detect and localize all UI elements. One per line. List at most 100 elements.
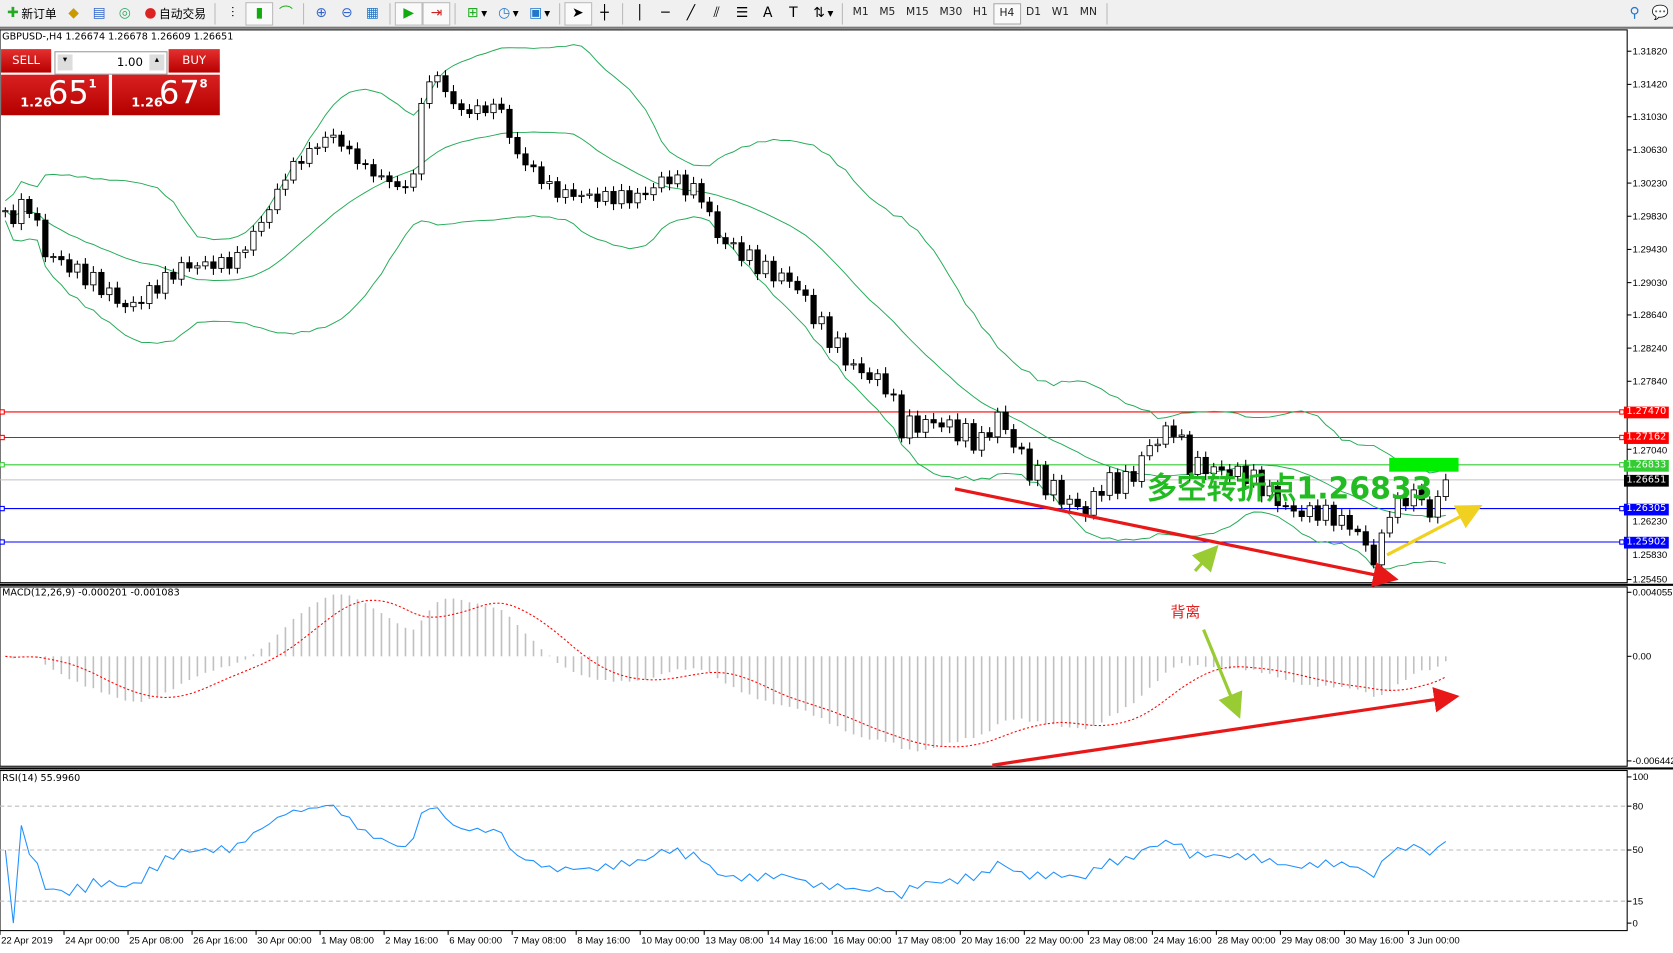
candlestick-button[interactable]: ▮ — [245, 1, 274, 26]
yellow-arrow — [1386, 505, 1483, 557]
search-button[interactable]: ⚲ — [1622, 3, 1648, 24]
signals-button[interactable]: ◎ — [112, 3, 138, 24]
timeframe-h1[interactable]: H1 — [972, 6, 988, 19]
horizontal-line-button[interactable]: ─ — [653, 3, 679, 24]
time-label: 29 May 08:00 — [1281, 934, 1340, 946]
candle-body — [34, 213, 41, 221]
auto-trading-icon: ● — [144, 4, 157, 21]
price-tick-label: 1.28240 — [1633, 343, 1668, 354]
candle-body — [386, 175, 393, 183]
candle-body — [1298, 510, 1305, 517]
cursor-button[interactable]: ➤ — [564, 1, 592, 26]
candle-body — [1434, 496, 1441, 518]
timeframe-m30[interactable]: M30 — [939, 6, 963, 19]
candle-body — [146, 285, 153, 304]
candle-body — [410, 173, 417, 188]
timeframe-m1[interactable]: M1 — [852, 6, 869, 19]
timeframe-mn[interactable]: MN — [1079, 6, 1097, 19]
buy-button[interactable]: BUY — [168, 49, 220, 73]
candle-body — [954, 419, 961, 442]
candle-body — [1162, 425, 1169, 445]
candle-body — [722, 237, 729, 245]
candle-body — [850, 363, 857, 366]
candle-body — [1226, 469, 1233, 477]
chart-shift-icon: ⇥ — [430, 4, 443, 21]
periods-button[interactable]: ◷ ▾ — [491, 3, 523, 24]
candle-body — [874, 373, 881, 380]
candle-body — [122, 302, 129, 308]
candle-body — [18, 198, 25, 225]
candle-body — [730, 242, 737, 245]
candle-body — [202, 261, 209, 267]
candle-body — [162, 271, 169, 294]
chat-button[interactable]: 💬 — [1647, 3, 1673, 24]
navigator-button[interactable]: ▤ — [86, 3, 112, 24]
time-label: 2 May 16:00 — [385, 934, 439, 946]
crosshair-button[interactable]: ┼ — [592, 3, 618, 24]
ask-price[interactable]: 1.26 67 8 — [112, 74, 220, 116]
horizontal-line-icon: ─ — [661, 4, 670, 21]
line-chart-button[interactable]: ⌒ — [273, 3, 299, 24]
zoom-out-icon: ⊖ — [340, 4, 353, 21]
candle-body — [1218, 466, 1225, 471]
time-label: 8 May 16:00 — [577, 934, 631, 946]
candle-body — [570, 189, 577, 197]
candle-body — [2, 210, 9, 213]
candle-body — [506, 108, 513, 138]
lot-increase-button[interactable]: ▴ — [149, 54, 165, 71]
candle-body — [1002, 411, 1009, 430]
sell-button[interactable]: SELL — [1, 49, 52, 73]
timeframe-m5[interactable]: M5 — [879, 6, 896, 19]
autoscroll-button[interactable]: ▶ — [394, 1, 423, 26]
timeframe-w1[interactable]: W1 — [1051, 6, 1070, 19]
candle-body — [1106, 472, 1113, 496]
timeframe-d1[interactable]: D1 — [1026, 6, 1042, 19]
candle-body — [658, 176, 665, 189]
bid-price[interactable]: 1.26 65 1 — [1, 74, 109, 116]
zoom-in-button[interactable]: ⊕ — [308, 3, 334, 24]
chart-shift-button[interactable]: ⇥ — [422, 1, 451, 26]
bar-chart-button[interactable]: ⫶ — [220, 3, 246, 24]
indicators-icon: ⊞ — [466, 4, 479, 21]
templates-button[interactable]: ▣ ▾ — [529, 4, 551, 21]
indicators-button[interactable]: ⊞ ▾ — [460, 3, 492, 24]
auto-trading-button[interactable]: ● 自动交易 — [138, 3, 211, 24]
level-price-label: 1.27162 — [1623, 432, 1669, 444]
timeframe-m15[interactable]: M15 — [906, 6, 929, 19]
price-tick-label: 1.29830 — [1633, 211, 1668, 222]
candle-body — [994, 411, 1001, 438]
lot-input[interactable]: ▾ 1.00 ▴ — [54, 51, 168, 75]
level-price-label: 1.26833 — [1623, 459, 1669, 472]
text-icon: A — [763, 4, 773, 21]
new-order-button[interactable]: ✚ 新订单 — [0, 3, 61, 24]
candle-body — [762, 260, 769, 275]
lot-decrease-button[interactable]: ▾ — [57, 54, 73, 71]
arrows-button[interactable]: ⇅ ▾ — [806, 3, 838, 24]
time-label: 28 May 00:00 — [1217, 934, 1276, 946]
candle-body — [842, 337, 849, 366]
tile-button[interactable]: ▦ — [360, 3, 386, 24]
zoom-out-button[interactable]: ⊖ — [334, 3, 360, 24]
timeframe-h4[interactable]: H4 — [993, 2, 1021, 25]
bar-chart-icon: ⫶ — [230, 4, 235, 21]
candle-body — [578, 194, 585, 197]
time-label: 25 Apr 08:00 — [129, 934, 184, 946]
candle-body — [690, 183, 697, 196]
trendline-button[interactable]: ╱ — [678, 3, 704, 24]
price-tick-label: 1.30230 — [1633, 178, 1668, 189]
vertical-line-button[interactable]: │ — [627, 3, 653, 24]
level-price-label: 1.27470 — [1623, 406, 1669, 419]
text-label-button[interactable]: T — [781, 3, 807, 24]
market-watch-button[interactable]: ◆ — [61, 3, 87, 24]
candle-body — [330, 134, 337, 138]
time-label: 24 Apr 00:00 — [65, 934, 120, 946]
level-handle — [0, 505, 5, 512]
text-button[interactable]: A — [755, 3, 781, 24]
fibonacci-button[interactable]: ☰ — [729, 3, 755, 24]
time-label: 30 May 16:00 — [1345, 934, 1404, 946]
candle-body — [538, 166, 545, 185]
equidistant-channel-button[interactable]: ⫽ — [704, 3, 730, 24]
divergence-arrow-price — [954, 487, 1399, 588]
arrows-icon: ⇅ — [813, 4, 825, 21]
